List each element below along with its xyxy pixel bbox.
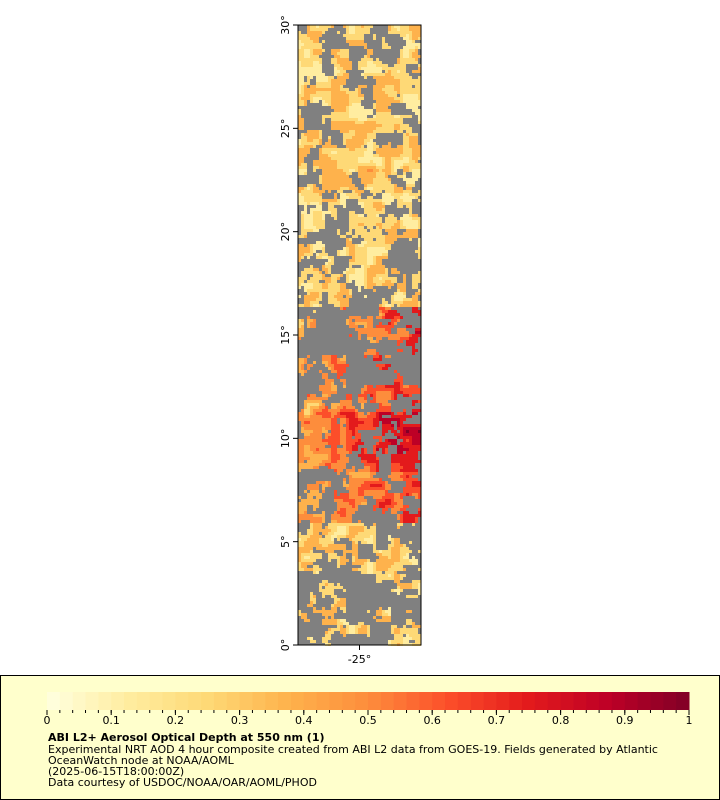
- map-area: [297, 24, 422, 646]
- y-tick-label: 15°: [279, 325, 292, 345]
- colorbar-step: [676, 692, 690, 710]
- aod-texture: [298, 25, 421, 646]
- colorbar-tick-label: 0.5: [359, 714, 377, 727]
- aod-texture: [298, 25, 421, 646]
- colorbar-step: [509, 692, 523, 710]
- title: ABI L2+ Aerosol Optical Depth at 550 nm …: [48, 731, 325, 744]
- colorbar-step: [201, 692, 215, 710]
- y-tick-label: 10°: [279, 429, 292, 449]
- y-tick-label: 30°: [279, 15, 292, 35]
- colorbar-step: [522, 692, 536, 710]
- colorbar-step: [599, 692, 613, 710]
- colorbar-tick-label: 0.2: [167, 714, 185, 727]
- colorbar-step: [265, 692, 279, 710]
- colorbar-step: [239, 692, 253, 710]
- description-line: (2025-06-15T18:00:00Z): [48, 765, 184, 778]
- colorbar-step: [573, 692, 587, 710]
- colorbar-step: [149, 692, 164, 710]
- colorbar-step: [355, 692, 369, 710]
- aod-texture: [406, 430, 421, 433]
- colorbar-step: [663, 692, 677, 710]
- colorbar-tick-label: 0.1: [102, 714, 120, 727]
- colorbar-step: [637, 692, 651, 710]
- colorbar-step: [213, 692, 228, 710]
- colorbar-step: [419, 692, 433, 710]
- colorbar-tick-label: 0.7: [488, 714, 506, 727]
- y-tick-label: 20°: [279, 222, 292, 242]
- colorbar-step: [290, 692, 305, 710]
- y-tick-label: 0°: [279, 639, 292, 652]
- x-tick-label: -25°: [348, 653, 371, 666]
- description-line: Data courtesy of USDOC/NOAA/OAR/AOML/PHO…: [48, 776, 317, 789]
- colorbar-step: [380, 692, 395, 710]
- colorbar-step: [483, 692, 497, 710]
- colorbar-step: [329, 692, 343, 710]
- colorbar-step: [470, 692, 485, 710]
- colorbar-step: [175, 692, 189, 710]
- colorbar-step: [162, 692, 176, 710]
- colorbar-step: [496, 692, 510, 710]
- colorbar-step: [432, 692, 446, 710]
- colorbar-step: [124, 692, 138, 710]
- colorbar-step: [457, 692, 472, 710]
- y-tick-label: 5°: [279, 535, 292, 548]
- y-tick-label: 25°: [279, 119, 292, 139]
- colorbar-step: [85, 692, 99, 710]
- aod-texture: [376, 331, 421, 454]
- colorbar-step: [47, 692, 61, 710]
- colorbar-step: [226, 692, 241, 710]
- colorbar: 0 0.1 0.2 0.3 0.4 0.5 0.6 0.7 0.8 0.9 1: [44, 692, 693, 727]
- colorbar-step: [278, 692, 292, 710]
- colorbar-step: [136, 692, 151, 710]
- colorbar-tick-label: 0: [44, 714, 51, 727]
- colorbar-step: [111, 692, 125, 710]
- colorbar-step: [98, 692, 112, 710]
- colorbar-step: [303, 692, 318, 710]
- colorbar-tick-label: 0.4: [295, 714, 313, 727]
- colorbar-tick-label: 0.6: [423, 714, 441, 727]
- aod-texture: [340, 307, 421, 523]
- description-line: Experimental NRT AOD 4 hour composite cr…: [48, 743, 658, 756]
- description-line: OceanWatch node at NOAA/AOML: [48, 754, 235, 767]
- colorbar-step: [342, 692, 356, 710]
- colorbar-step: [188, 692, 202, 710]
- colorbar-step: [368, 692, 382, 710]
- colorbar-tick-label: 0.8: [552, 714, 570, 727]
- colorbar-step: [547, 692, 562, 710]
- colorbar-step: [611, 692, 626, 710]
- colorbar-step: [624, 692, 639, 710]
- colorbar-step: [72, 692, 87, 710]
- colorbar-step: [650, 692, 664, 710]
- aod-texture: [304, 307, 421, 523]
- colorbar-step: [560, 692, 574, 710]
- colorbar-step: [534, 692, 549, 710]
- colorbar-tick-label: 0.3: [231, 714, 249, 727]
- colorbar-step: [316, 692, 330, 710]
- colorbar-step: [406, 692, 420, 710]
- aod-texture: [298, 169, 418, 523]
- colorbar-step: [59, 692, 74, 710]
- colorbar-step: [445, 692, 459, 710]
- colorbar-step: [393, 692, 408, 710]
- colorbar-step: [252, 692, 266, 710]
- colorbar-tick-label: 1: [686, 714, 693, 727]
- colorbar-tick-label: 0.9: [616, 714, 634, 727]
- colorbar-step: [586, 692, 600, 710]
